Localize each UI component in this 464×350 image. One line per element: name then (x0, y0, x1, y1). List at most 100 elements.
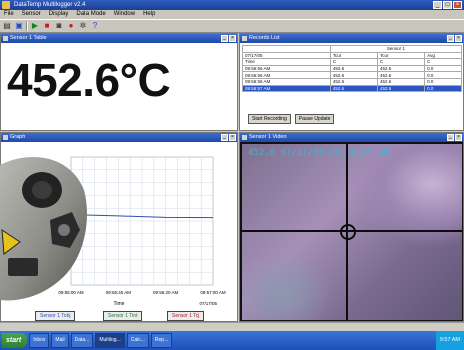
table-cell: 09:56:57 AM (242, 84, 331, 93)
table-row[interactable]: 07/17/05 Tcur Tcur Avg (242, 51, 462, 60)
menu-display[interactable]: Display (48, 11, 69, 17)
gear-icon[interactable]: ✲ (79, 21, 87, 30)
legend-sensor-tint[interactable]: Sensor 1 Tint (103, 311, 143, 321)
gridlines (70, 156, 214, 286)
taskbar-item[interactable]: Multilog... (95, 333, 125, 348)
taskbar: start Inbox Mail Data... Multilog... Cal… (0, 331, 464, 350)
stop-icon[interactable]: ■ (44, 21, 50, 30)
temperature-panel-title: Sensor 1 Table (10, 35, 47, 41)
table-cell: 09:56:56 AM (242, 64, 331, 73)
table-row[interactable]: 09:56:56 AM 452.6 452.6 0.0 (242, 71, 462, 79)
taskbar-item[interactable]: Mail (51, 333, 69, 348)
video-overlay-text: 452.6 07/17/05 09:56:57 AM (248, 148, 389, 158)
table-cell: 452.6 (329, 64, 379, 73)
table-cell: Tcur (376, 51, 426, 60)
table-cell: Tcur (329, 51, 379, 60)
table-row[interactable]: 09:56:56 AM 452.6 452.6 0.0 (242, 64, 462, 73)
open-icon[interactable]: ▤ (3, 21, 11, 30)
table-cell: 07/17/05 (242, 51, 331, 60)
x-axis-label: Time (114, 301, 125, 307)
table-cell: 452.6 (376, 77, 426, 86)
panel-close-button[interactable]: × (455, 35, 462, 42)
menu-data-mode[interactable]: Data Mode (76, 11, 106, 17)
table-cell: 452.6 (376, 84, 426, 93)
menu-help[interactable]: Help (143, 11, 156, 17)
temperature-readout: 452.6°C (7, 54, 171, 106)
x-tick-label: 09:56:20 AM (153, 290, 179, 295)
panel-close-button[interactable]: × (229, 35, 236, 42)
table-cell: 0.0 (424, 84, 462, 93)
table-cell: C (376, 58, 426, 66)
app-icon (2, 1, 10, 9)
table-cell: 452.6 (376, 71, 426, 79)
maximize-button[interactable]: □ (443, 1, 452, 9)
system-tray-clock: 9:57 AM (435, 331, 464, 350)
menu-window[interactable]: Window (113, 11, 136, 17)
video-feed: 452.6 07/17/05 09:56:57 AM (242, 144, 462, 320)
table-cell: 0.0 (424, 71, 462, 79)
taskbar-item[interactable]: Calc... (126, 333, 149, 348)
menu-file[interactable]: File (4, 11, 14, 17)
help-icon[interactable]: ? (92, 21, 98, 30)
minimize-button[interactable]: _ (433, 1, 442, 9)
video-panel-titlebar: Sensor 1 Video _ × (240, 133, 463, 142)
graph-panel: Graph _ × 09:55:00 AM 09:55:40 AM 09:56:20 … (0, 132, 238, 322)
video-panel-title: Sensor 1 Video (249, 134, 287, 140)
toolbar: ▤ ▣ ▶ ■ ◙ ● ✲ ? (0, 19, 464, 33)
table-cell: C (329, 58, 379, 66)
table-row[interactable]: Time C C C (242, 58, 462, 66)
legend-sensor-tobj[interactable]: Sensor 1 Tobj (35, 311, 76, 321)
series-lines (70, 214, 214, 219)
title-bar: DataTemp Multilogger v2.4 _ □ × (0, 0, 464, 10)
table-cell: 0.0 (424, 77, 462, 86)
menu-bar: File Sensor Display Data Mode Window Hel… (0, 10, 464, 19)
x-ticks: 09:55:00 AM 09:55:40 AM 09:56:20 AM 09:57:0… (58, 290, 226, 295)
table-group-header: Sensor 1 (329, 45, 463, 53)
panel-close-button[interactable]: × (229, 134, 236, 141)
start-button[interactable]: start (2, 333, 28, 348)
records-table: Sensor 1 07/17/05 Tcur Tcur Avg Time C C… (242, 45, 463, 93)
panel-minimize-button[interactable]: _ (447, 35, 454, 42)
taskbar-item[interactable]: Inbox (29, 333, 50, 348)
table-cell: Avg (424, 51, 462, 60)
graph-panel-titlebar: Graph _ × (1, 133, 237, 142)
table-cell: C (424, 58, 462, 66)
table-cell: 09:56:56 AM (242, 77, 331, 86)
table-cell: 452.6 (329, 84, 379, 93)
status-bar (0, 322, 464, 331)
records-list-panel: Records List _ × Sensor 1 07/17/05 Tcur T… (239, 33, 464, 131)
taskbar-item[interactable]: Rep... (150, 333, 173, 348)
record-icon[interactable]: ● (68, 21, 74, 30)
table-cell: Time (242, 58, 331, 66)
panel-minimize-button[interactable]: _ (447, 134, 454, 141)
panel-minimize-button[interactable]: _ (221, 134, 228, 141)
window-title: DataTemp Multilogger v2.4 (14, 2, 86, 8)
panel-minimize-button[interactable]: _ (221, 35, 228, 42)
play-icon[interactable]: ▶ (31, 21, 39, 30)
panel-icon (3, 36, 8, 41)
date-label: 07/17/05 (199, 301, 217, 306)
table-row[interactable]: 09:56:57 AM 452.6 452.6 0.0 (242, 84, 462, 93)
panel-icon (242, 36, 247, 41)
table-row[interactable]: 09:56:56 AM 452.6 452.6 0.0 (242, 77, 462, 86)
x-tick-label: 09:57:00 AM (200, 290, 226, 295)
pause-update-button[interactable]: Pause Update (294, 114, 335, 124)
table-cell: 452.6 (329, 77, 379, 86)
temperature-panel-titlebar: Sensor 1 Table _ × (1, 34, 237, 43)
table-header-row: Sensor 1 (242, 45, 463, 53)
x-tick-label: 09:55:00 AM (58, 290, 84, 295)
close-button[interactable]: × (453, 1, 462, 9)
table-cell: 09:56:56 AM (242, 71, 331, 79)
start-recording-button[interactable]: Start Recording (248, 114, 291, 124)
table-cell (242, 45, 331, 53)
table-cell: 0.0 (424, 64, 462, 73)
panel-icon (3, 135, 8, 140)
toolbar-separator (26, 21, 28, 31)
taskbar-item[interactable]: Data... (70, 333, 94, 348)
camera-icon[interactable]: ◙ (56, 21, 62, 30)
legend-sensor-tcj[interactable]: Sensor 1 Tcj (167, 311, 205, 321)
save-icon[interactable]: ▣ (15, 21, 23, 30)
panel-close-button[interactable]: × (455, 134, 462, 141)
menu-sensor[interactable]: Sensor (21, 11, 41, 17)
